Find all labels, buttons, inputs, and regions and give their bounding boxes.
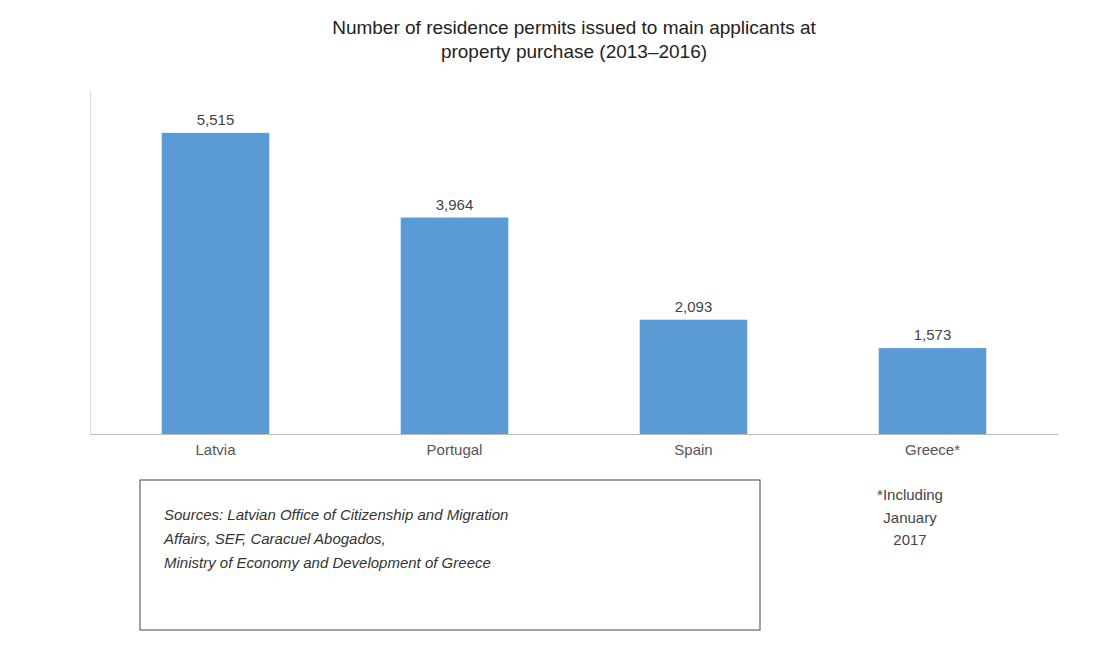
bars xyxy=(162,133,987,434)
plot: Latvia Portugal Spain Greece* 5,515 3,964 2,09… xyxy=(91,91,1059,458)
bar xyxy=(162,133,270,434)
value-label: 1,573 xyxy=(914,326,952,343)
footnote: *IncludingJanuary2017 xyxy=(877,486,943,548)
value-label: 3,964 xyxy=(436,196,474,213)
x-tick: Portugal xyxy=(427,434,483,458)
bar xyxy=(879,348,987,434)
value-labels: 5,515 3,964 2,093 1,573 xyxy=(197,111,952,343)
x-tick-label: Spain xyxy=(674,441,712,458)
x-tick: Latvia xyxy=(195,434,236,458)
bar xyxy=(640,320,748,434)
y-axis-line xyxy=(90,91,91,435)
title: Number of residence permits issued to ma… xyxy=(332,17,816,62)
y-axis xyxy=(90,91,91,435)
bar xyxy=(401,218,509,434)
x-tick-label: Latvia xyxy=(195,441,236,458)
x-tick-label: Portugal xyxy=(427,441,483,458)
value-label: 2,093 xyxy=(675,298,713,315)
x-axis-line xyxy=(91,434,1059,435)
x-axis: Latvia Portugal Spain Greece* xyxy=(91,434,1059,458)
source-text: Sources: Latvian Office of Citizenship a… xyxy=(163,506,508,571)
source-box xyxy=(140,480,760,630)
chart: Number of residence permits issued to ma… xyxy=(0,0,1108,664)
x-tick: Spain xyxy=(674,434,712,458)
x-tick-label: Greece* xyxy=(905,441,960,458)
value-label: 5,515 xyxy=(197,111,235,128)
x-tick: Greece* xyxy=(905,434,960,458)
